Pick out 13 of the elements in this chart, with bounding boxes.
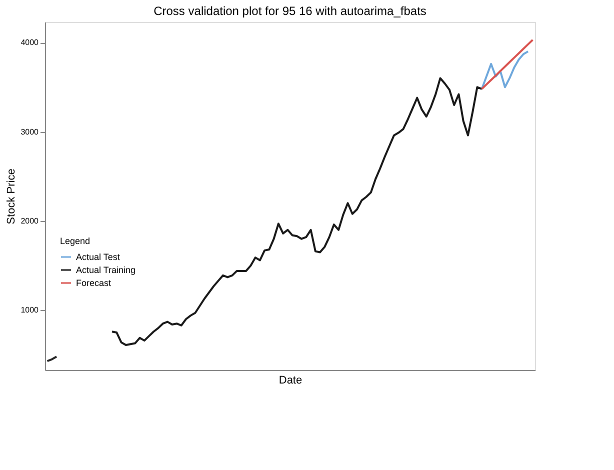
chart-title: Cross validation plot for 95 16 with autoarima_fbats bbox=[154, 4, 426, 18]
y-tick-label: 2000 bbox=[20, 216, 40, 226]
y-axis-title: Stock Price bbox=[6, 168, 18, 224]
y-tick-label: 1000 bbox=[20, 306, 40, 315]
x-axis-title: Date bbox=[278, 374, 302, 386]
legend-label: Forecast bbox=[76, 278, 112, 288]
legend-label: Actual Test bbox=[76, 252, 120, 262]
line-series bbox=[480, 50, 530, 90]
legend-title: Legend bbox=[60, 236, 90, 246]
line-series bbox=[480, 38, 534, 90]
y-tick-label: 3000 bbox=[20, 127, 40, 136]
legend-label: Actual Training bbox=[76, 265, 136, 275]
y-tick-label: 4000 bbox=[20, 38, 40, 48]
